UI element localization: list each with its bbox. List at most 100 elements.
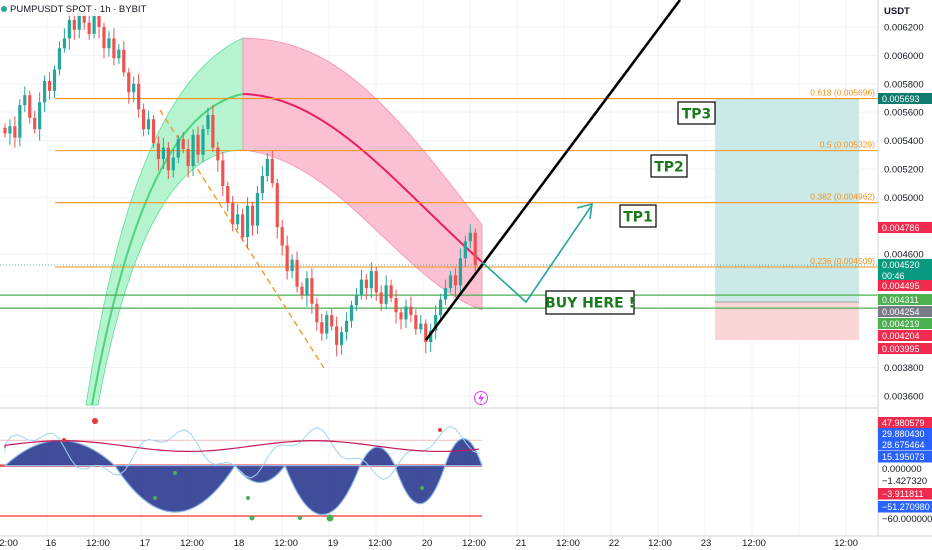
- candle-60: [300, 282, 304, 300]
- candle-59: [295, 251, 299, 293]
- candle-72: [359, 269, 363, 300]
- candle-76: [379, 285, 383, 311]
- time-tick-10: 12:00: [462, 538, 486, 549]
- price-tag-6: 0.004219: [878, 318, 932, 329]
- osc-light-line: [4, 426, 480, 481]
- candle-5: [28, 90, 32, 124]
- candle-49: [245, 197, 250, 249]
- candle-78: [389, 279, 393, 303]
- candle-13: [67, 14, 71, 50]
- time-axis[interactable]: 12:00 16 12:00 17 12:00 18 12:00 19 12:00 20 12:00…: [0, 538, 858, 549]
- svg-text:−60.000000: −60.000000: [882, 514, 932, 525]
- candle-74: [369, 262, 373, 299]
- buy-here-label[interactable]: BUY HERE !: [545, 290, 635, 315]
- candle-42: [211, 105, 215, 152]
- candle-46: [231, 195, 235, 232]
- symbol-header-bg: [0, 0, 150, 16]
- time-tick-15: 23: [701, 538, 712, 549]
- candle-35: [176, 134, 180, 164]
- osc-magenta-line: [4, 440, 480, 453]
- candle-88: [439, 293, 443, 323]
- svg-text:0.005693: 0.005693: [882, 94, 920, 104]
- svg-text:0.003995: 0.003995: [882, 344, 920, 354]
- candle-20: [102, 22, 106, 59]
- svg-text:0.004311: 0.004311: [882, 295, 919, 305]
- symbol-title[interactable]: PUMPUSDT SPOT · 1h · BYBIT: [10, 4, 147, 15]
- candle-23: [117, 44, 121, 64]
- candle-22: [112, 28, 116, 66]
- candle-25: [127, 68, 131, 104]
- svg-text:29.880430: 29.880430: [882, 429, 925, 439]
- time-tick-13: 22: [609, 538, 620, 549]
- candle-32: [161, 137, 165, 169]
- candle-93: [463, 235, 467, 267]
- osc-tick-8: −60.000000: [882, 514, 932, 525]
- price-axis: 0.006200 0.006000 0.005800 0.005600 0.005400…: [878, 23, 932, 403]
- fib-label-0.5: 0.5 (0.005329): [820, 140, 875, 150]
- candle-2: [13, 116, 17, 148]
- price-tick-4: 0.005400: [884, 136, 924, 147]
- candle-4: [23, 86, 27, 113]
- candle-33: [166, 141, 170, 179]
- candle-89: [443, 279, 448, 306]
- candle-40: [201, 124, 205, 162]
- projection-path[interactable]: [481, 204, 593, 304]
- time-tick-16: 12:00: [742, 538, 766, 549]
- tp3-label[interactable]: TP3: [677, 101, 716, 125]
- tp2-label[interactable]: TP2: [650, 154, 688, 178]
- candle-69: [344, 312, 349, 341]
- osc-wave-1: [113, 465, 237, 513]
- candle-70: [349, 300, 354, 328]
- price-tick-3: 0.005600: [884, 108, 924, 119]
- candle-48: [241, 208, 245, 242]
- time-tick-4: 12:00: [180, 538, 204, 549]
- candle-82: [409, 296, 413, 323]
- svg-text:TP2: TP2: [654, 160, 684, 176]
- candle-17: [87, 12, 91, 40]
- price-tag-7: 0.004204: [878, 330, 932, 341]
- candle-27: [137, 73, 141, 118]
- candle-68: [340, 326, 344, 355]
- price-tick-2: 0.005800: [884, 79, 924, 90]
- candle-71: [354, 288, 359, 311]
- oscillator-pane: [0, 418, 483, 522]
- currency-label[interactable]: USDT: [884, 6, 910, 17]
- svg-text:0.004204: 0.004204: [882, 331, 920, 341]
- candle-79: [394, 289, 398, 324]
- time-tick-11: 21: [516, 538, 527, 549]
- candle-0: [3, 123, 7, 138]
- time-tick-5: 18: [234, 538, 245, 549]
- osc-dot-7: [153, 496, 157, 500]
- candle-92: [458, 248, 462, 296]
- lightning-icon[interactable]: [474, 391, 488, 405]
- candle-52: [260, 166, 264, 201]
- candle-50: [250, 201, 255, 236]
- candle-31: [156, 136, 161, 171]
- price-tick-5: 0.005200: [884, 164, 924, 175]
- svg-text:−51.270980: −51.270980: [882, 502, 930, 512]
- candle-63: [315, 298, 319, 331]
- time-tick-3: 17: [140, 538, 151, 549]
- candle-56: [280, 220, 284, 256]
- osc-tick-6: −3.911811: [878, 488, 932, 500]
- svg-text:TP3: TP3: [682, 107, 712, 123]
- candle-39: [196, 126, 200, 164]
- candle-36: [181, 132, 185, 154]
- candle-9: [47, 72, 52, 100]
- target-zone[interactable]: [715, 99, 859, 302]
- svg-text:BUY HERE !: BUY HERE !: [545, 296, 635, 312]
- time-tick-0: 12:00: [0, 538, 18, 549]
- candle-8: [43, 75, 47, 113]
- black-trendline[interactable]: [424, 0, 682, 341]
- candle-73: [364, 273, 368, 300]
- svg-text:0.000000: 0.000000: [882, 464, 922, 475]
- candle-47: [236, 204, 240, 230]
- osc-wave-6: [444, 438, 483, 467]
- tp1-label[interactable]: TP1: [619, 204, 657, 228]
- time-tick-17: 12:00: [834, 538, 858, 549]
- svg-text:28.675464: 28.675464: [882, 440, 925, 450]
- svg-text:0.004786: 0.004786: [882, 223, 920, 233]
- status-dot-icon: [1, 6, 7, 12]
- osc-tick-0: 47.980579: [878, 417, 932, 429]
